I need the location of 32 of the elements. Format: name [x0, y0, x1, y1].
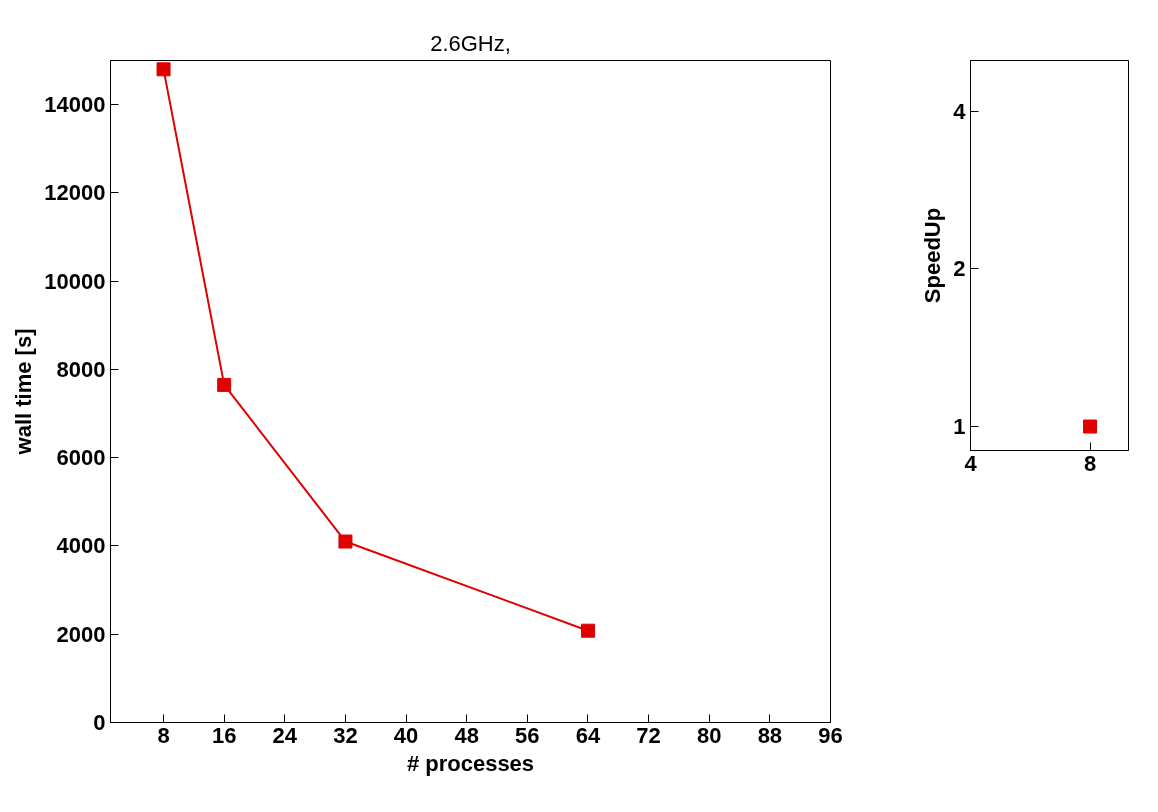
y-tick-label: 14000: [44, 92, 106, 118]
point: [156, 62, 171, 77]
y-axis-title: SpeedUp: [920, 207, 946, 304]
x-tick-label: 40: [393, 722, 419, 748]
chart-title: 2.6GHz,: [430, 30, 511, 56]
y-tick-label: 4000: [56, 533, 106, 559]
y-tick-label: 0: [93, 710, 106, 735]
y-tick-label: 6000: [56, 445, 106, 471]
y-axis-title: wall time [s]: [11, 328, 37, 456]
x-tick-label: 32: [333, 722, 358, 748]
x-tick-label: 24: [272, 722, 298, 748]
x-tick-label: 80: [697, 722, 722, 748]
x-tick-label: 72: [636, 722, 661, 748]
y-tick-label: 10000: [44, 268, 106, 294]
y-tick-label: 8000: [56, 356, 106, 382]
point: [217, 377, 232, 392]
x-axis-title: # processes: [406, 750, 535, 776]
x-tick-label: 96: [818, 722, 843, 748]
x-tick-label: 8: [1083, 450, 1097, 476]
x-tick-label: 8: [157, 722, 170, 748]
point: [338, 534, 353, 549]
x-tick-label: 16: [211, 722, 237, 748]
x-tick-label: 64: [575, 722, 601, 748]
point: [580, 623, 595, 638]
x-tick-label: 48: [454, 722, 479, 748]
y-tick-label: 12000: [44, 180, 106, 206]
x-tick-label: 56: [515, 722, 540, 748]
y-tick-label: 1: [953, 414, 966, 440]
y-tick-label: 2000: [56, 621, 106, 647]
x-tick-label: 88: [757, 722, 783, 748]
y-tick-label: 2: [953, 256, 966, 282]
y-tick-label: 4: [953, 98, 967, 124]
